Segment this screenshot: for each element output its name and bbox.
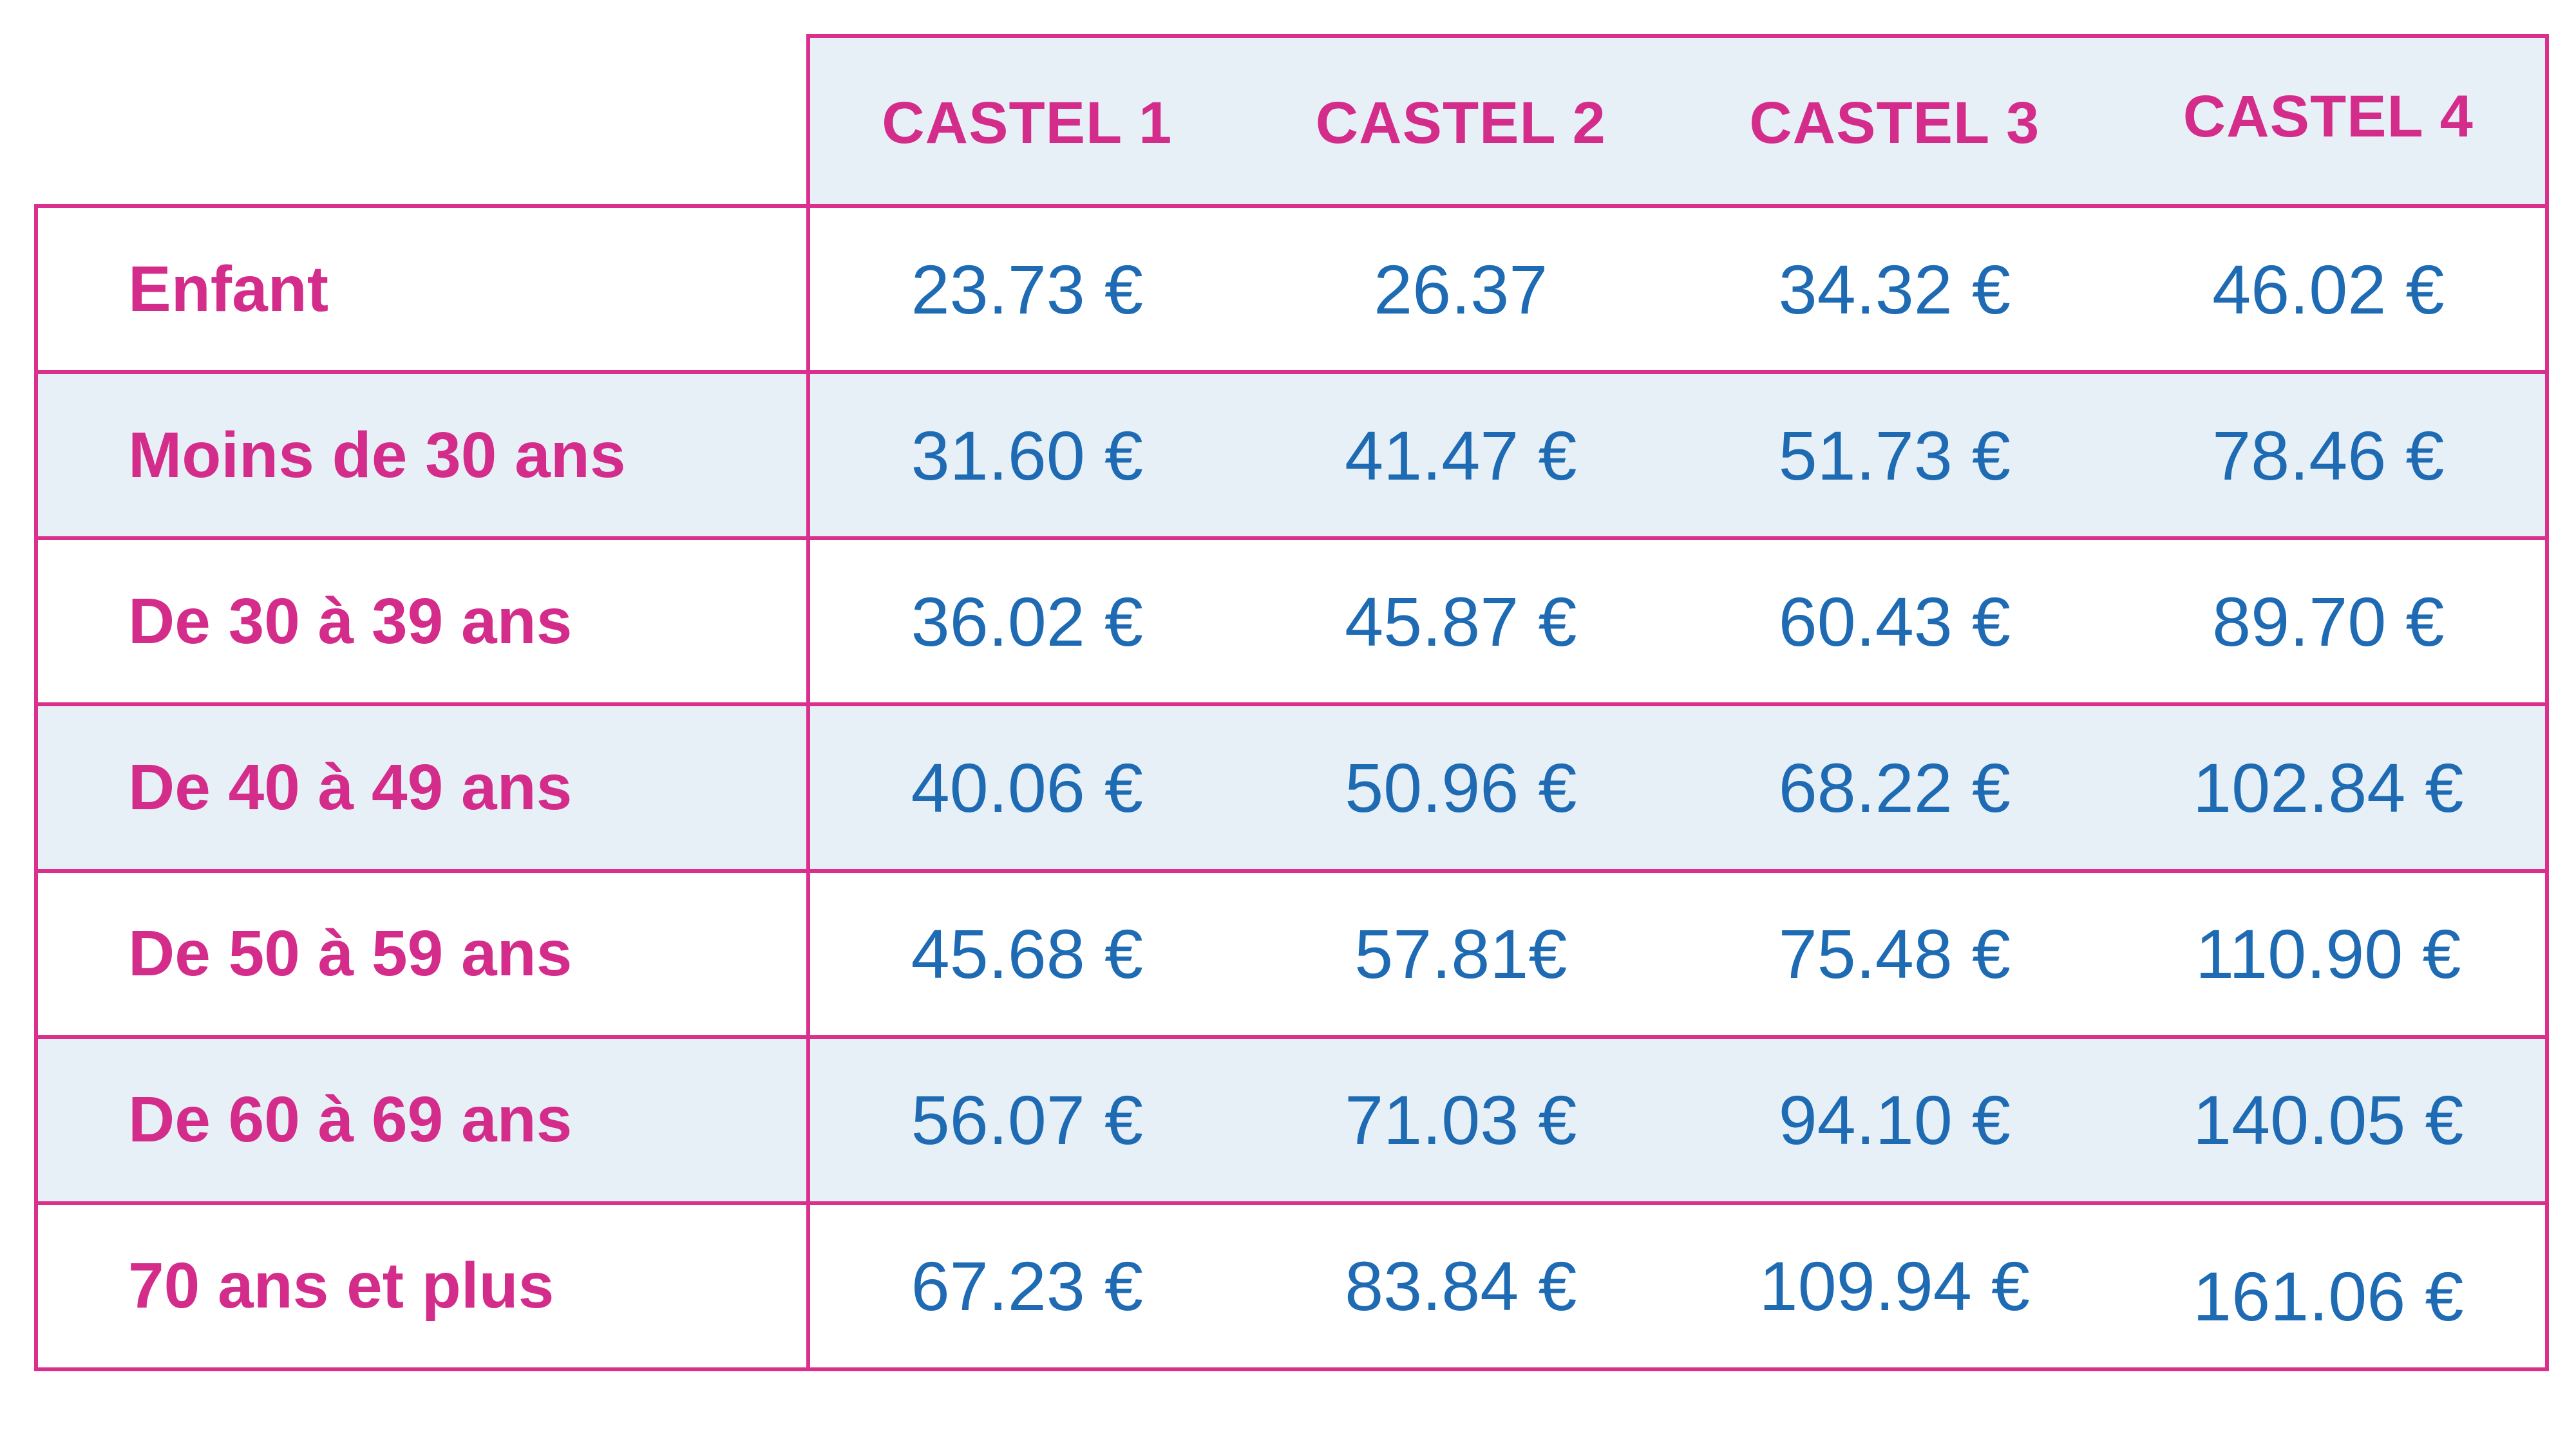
price-cell: 26.37	[1374, 250, 1548, 328]
table-row-70-plus: 70 ans et plus 67.23 € 83.84 € 109.94 € …	[38, 1201, 2545, 1367]
price-cell: 67.23 €	[911, 1247, 1143, 1326]
row-label: Moins de 30 ans	[38, 374, 810, 537]
column-header-castel-4: CASTEL 4	[2183, 83, 2474, 149]
table-row-30-39: De 30 à 39 ans 36.02 € 45.87 € 60.43 € 8…	[38, 536, 2545, 703]
price-cell: 109.94 €	[1759, 1247, 2030, 1326]
price-cell: 110.90 €	[2195, 915, 2461, 993]
row-label: De 50 à 59 ans	[38, 872, 810, 1035]
table-row-40-49: De 40 à 49 ans 40.06 € 50.96 € 68.22 € 1…	[38, 702, 2545, 869]
price-cell: 68.22 €	[1778, 748, 2011, 827]
column-header-castel-2: CASTEL 2	[1315, 89, 1606, 156]
table-row-60-69: De 60 à 69 ans 56.07 € 71.03 € 94.10 € 1…	[38, 1035, 2545, 1201]
price-cell: 89.70 €	[2212, 582, 2445, 661]
pricing-table: Enfant 23.73 € 26.37 34.32 € 46.02 € Moi…	[34, 204, 2549, 1371]
price-cell: 46.02 €	[2212, 250, 2445, 328]
row-label: De 30 à 39 ans	[38, 540, 810, 703]
row-label: 70 ans et plus	[38, 1205, 810, 1367]
column-header-castel-1: CASTEL 1	[882, 89, 1173, 156]
price-cell: 161.06 €	[2193, 1257, 2464, 1336]
price-cell: 51.73 €	[1778, 416, 2011, 494]
price-cell: 23.73 €	[911, 250, 1143, 328]
row-label: De 60 à 69 ans	[38, 1038, 810, 1201]
price-cell: 34.32 €	[1778, 250, 2011, 328]
table-row-50-59: De 50 à 59 ans 45.68 € 57.81€ 75.48 € 11…	[38, 868, 2545, 1035]
price-cell: 140.05 €	[2193, 1081, 2464, 1159]
column-header-castel-3: CASTEL 3	[1749, 89, 2040, 156]
price-cell: 41.47 €	[1345, 416, 1577, 494]
price-cell: 94.10 €	[1778, 1081, 2011, 1159]
price-cell: 75.48 €	[1778, 915, 2011, 993]
price-cell: 40.06 €	[911, 748, 1143, 827]
table-row-enfant: Enfant 23.73 € 26.37 34.32 € 46.02 €	[38, 208, 2545, 371]
column-header-row: CASTEL 1 CASTEL 2 CASTEL 3 CASTEL 4	[806, 34, 2549, 208]
price-cell: 71.03 €	[1345, 1081, 1577, 1159]
price-cell: 102.84 €	[2193, 748, 2464, 827]
price-cell: 60.43 €	[1778, 582, 2011, 661]
row-label: De 40 à 49 ans	[38, 706, 810, 869]
price-cell: 50.96 €	[1345, 748, 1577, 827]
price-cell: 45.87 €	[1345, 582, 1577, 661]
price-cell: 78.46 €	[2212, 416, 2445, 494]
table-row-moins-de-30: Moins de 30 ans 31.60 € 41.47 € 51.73 € …	[38, 370, 2545, 537]
row-label: Enfant	[38, 208, 810, 371]
price-cell: 56.07 €	[911, 1081, 1143, 1159]
price-cell: 36.02 €	[911, 582, 1143, 661]
price-cell: 31.60 €	[911, 416, 1143, 494]
price-cell: 57.81€	[1354, 915, 1567, 993]
price-cell: 45.68 €	[911, 915, 1143, 993]
price-cell: 83.84 €	[1345, 1247, 1577, 1326]
